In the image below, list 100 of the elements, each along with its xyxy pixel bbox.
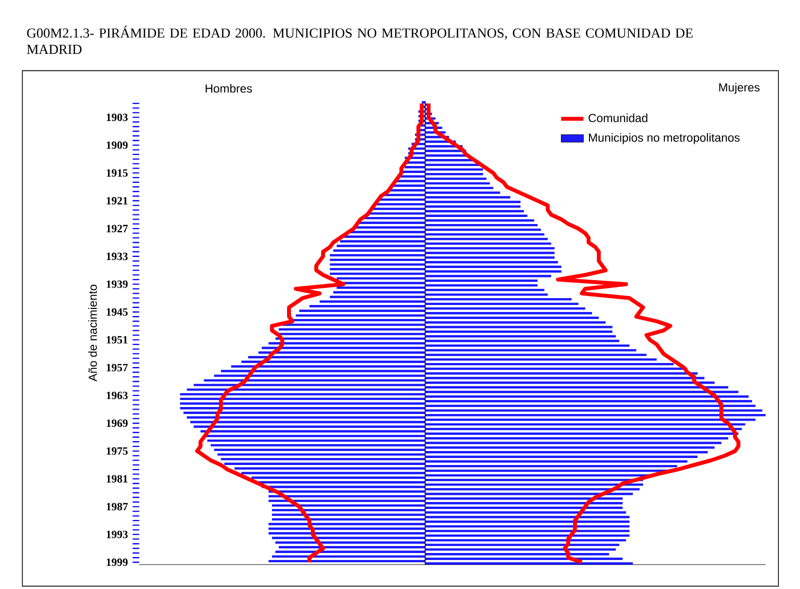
bar bbox=[425, 432, 738, 435]
bar bbox=[425, 423, 746, 426]
bar bbox=[422, 101, 426, 104]
y-tick-label: 1939 bbox=[106, 280, 128, 288]
bar bbox=[425, 214, 528, 217]
bar bbox=[340, 240, 426, 242]
y-tick-label: 1969 bbox=[106, 419, 128, 427]
bar bbox=[268, 560, 426, 562]
bar bbox=[200, 430, 426, 432]
y-tick-label: 1903 bbox=[106, 114, 128, 122]
y-tick-label: 1933 bbox=[106, 252, 128, 260]
bar bbox=[425, 178, 486, 180]
bar bbox=[425, 483, 644, 486]
bar bbox=[425, 520, 630, 523]
bar bbox=[425, 316, 599, 319]
bar bbox=[425, 368, 688, 370]
y-tick-label: 1963 bbox=[106, 392, 128, 400]
bar bbox=[210, 444, 426, 446]
bar bbox=[214, 374, 426, 377]
bar bbox=[343, 235, 426, 238]
bar bbox=[425, 164, 480, 166]
bar bbox=[425, 470, 670, 472]
bar bbox=[268, 495, 426, 498]
bar bbox=[268, 342, 426, 344]
bar bbox=[425, 552, 610, 556]
bar bbox=[330, 254, 426, 256]
bar bbox=[425, 298, 572, 300]
y-tick-label: 1927 bbox=[106, 224, 128, 232]
y-tick-label: 1951 bbox=[106, 336, 128, 344]
bar bbox=[425, 228, 541, 231]
y-tick-label: 1999 bbox=[106, 558, 128, 566]
bar bbox=[214, 448, 426, 451]
text: Mujeres bbox=[719, 82, 760, 94]
bar bbox=[425, 335, 616, 338]
bar bbox=[425, 488, 640, 490]
bar bbox=[425, 492, 633, 495]
bar bbox=[425, 502, 623, 504]
bar bbox=[425, 330, 612, 333]
bar bbox=[309, 304, 426, 308]
bar bbox=[425, 266, 562, 268]
bar bbox=[425, 349, 636, 352]
bar bbox=[207, 439, 426, 442]
bar bbox=[275, 337, 426, 340]
bar bbox=[186, 388, 426, 391]
bar bbox=[425, 233, 544, 236]
bar bbox=[425, 302, 578, 305]
bar bbox=[425, 344, 630, 347]
legend-label: Municipios no metropolitanos bbox=[589, 133, 740, 144]
legend-label: Comunidad bbox=[588, 113, 648, 122]
bar bbox=[425, 450, 708, 454]
bar bbox=[272, 514, 426, 516]
bar bbox=[425, 196, 510, 198]
text: Hombres bbox=[206, 84, 252, 93]
bar bbox=[252, 476, 426, 479]
bar bbox=[378, 198, 426, 201]
bar bbox=[425, 418, 756, 421]
bar bbox=[425, 354, 646, 356]
bar bbox=[425, 260, 558, 264]
bar bbox=[425, 544, 620, 546]
y-tick-label: 1993 bbox=[106, 530, 128, 538]
bar bbox=[180, 393, 426, 396]
bar bbox=[248, 356, 426, 358]
bar bbox=[404, 166, 426, 168]
y-tick-label: 1975 bbox=[106, 447, 128, 455]
bar bbox=[425, 381, 715, 384]
bar bbox=[425, 464, 678, 468]
bar bbox=[425, 279, 538, 282]
bar bbox=[282, 324, 426, 326]
bar bbox=[425, 182, 490, 184]
bar bbox=[204, 379, 426, 382]
bar bbox=[425, 558, 623, 560]
bar bbox=[425, 437, 728, 440]
bar bbox=[401, 170, 426, 173]
bar bbox=[425, 414, 766, 416]
bar bbox=[220, 458, 426, 460]
bar bbox=[425, 400, 752, 402]
bar bbox=[425, 525, 630, 528]
bar bbox=[180, 398, 426, 400]
chart-title: G00M2.1.3- PIRÁMIDE DE EDAD 2000. MUNICIPIOS NO METROPOLITANOS, CON BASE COMUNIDAD DE MADRID bbox=[26, 26, 693, 54]
bar bbox=[183, 412, 426, 414]
bar bbox=[425, 293, 548, 296]
bar bbox=[258, 481, 426, 484]
bar bbox=[425, 456, 698, 458]
bar bbox=[299, 310, 426, 312]
bar bbox=[425, 362, 674, 366]
y-axis-title: Año de nacimiento bbox=[88, 284, 97, 382]
y-tick-label: 1981 bbox=[106, 475, 128, 483]
bar bbox=[425, 506, 623, 509]
bar bbox=[425, 172, 484, 176]
bar bbox=[336, 286, 426, 289]
bar bbox=[425, 404, 756, 407]
bar bbox=[272, 508, 426, 512]
y-tick-label: 1915 bbox=[106, 169, 128, 177]
bar bbox=[425, 191, 500, 194]
y-tick-label: 1909 bbox=[106, 141, 128, 149]
bar bbox=[330, 272, 426, 275]
bar bbox=[180, 406, 426, 410]
bar bbox=[425, 252, 555, 254]
bar bbox=[425, 242, 552, 245]
bar bbox=[330, 258, 426, 261]
